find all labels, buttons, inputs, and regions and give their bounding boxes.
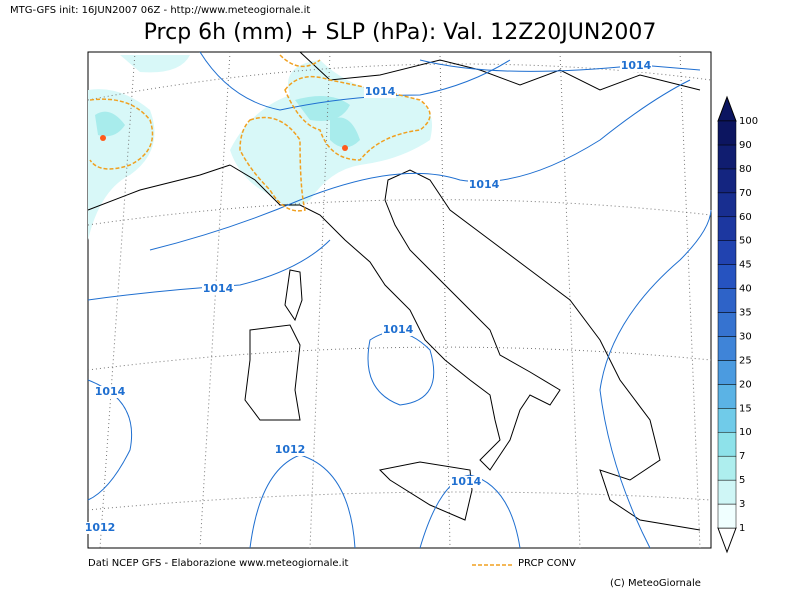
colorbar-label: 7 [739, 451, 745, 462]
colorbar-segment [717, 120, 737, 146]
isobar-labels: 1014 1014 1014 1014 1014 1014 1012 1014 1012 [84, 59, 652, 534]
colorbar-segment [717, 216, 737, 241]
isobar-label-bg [274, 444, 306, 456]
colorbar-segment [717, 192, 737, 218]
colorbar-label: 40 [739, 284, 752, 295]
copyright: (C) MeteoGiornale [610, 578, 701, 589]
colorbar-label: 25 [739, 355, 752, 366]
colorbar-segment [717, 455, 737, 481]
isobar-label: 1014 [203, 282, 234, 295]
colorbar-label: 45 [739, 260, 752, 271]
colorbar-segment [717, 431, 737, 457]
colorbar-segment [717, 336, 737, 361]
isobar-label-bg [84, 522, 116, 534]
isobar-label: 1012 [85, 521, 116, 534]
precip-max [100, 135, 348, 151]
colorbar-segment [717, 288, 737, 313]
colorbar-label: 80 [739, 164, 752, 175]
isobar-label-bg [364, 86, 396, 98]
colorbar-label: 70 [739, 188, 752, 199]
map [87, 51, 712, 549]
colorbar-label: 50 [739, 236, 752, 247]
colorbar-label: 10 [739, 427, 752, 438]
isobar-label: 1014 [451, 475, 482, 488]
colorbar-cap-bottom [717, 527, 737, 554]
colorbar-label: 1 [739, 523, 745, 534]
colorbar-label: 15 [739, 403, 752, 414]
coastline [87, 51, 701, 531]
colorbar-label: 20 [739, 379, 752, 390]
header-info: MTG-GFS init: 16JUN2007 06Z - http://www… [10, 5, 310, 16]
colorbar-segment [717, 360, 737, 385]
isobar-label-bg [468, 179, 500, 191]
isobar-label-bg [450, 476, 482, 488]
title: Prcp 6h (mm) + SLP (hPa): Val. 12Z20JUN2… [144, 20, 657, 45]
colorbar-cap-top [717, 95, 737, 122]
graticule [87, 51, 712, 549]
isobar-label-bg [382, 324, 414, 336]
isobar-label: 1014 [383, 323, 414, 336]
colorbar-segment [717, 479, 737, 505]
colorbar-label: 3 [739, 499, 745, 510]
colorbar-segment [717, 144, 737, 170]
footer-source: Dati NCEP GFS - Elaborazione www.meteogi… [88, 558, 348, 569]
colorbar-label: 100 [739, 116, 758, 127]
colorbar-segment [717, 240, 737, 265]
colorbar-label: 5 [739, 475, 745, 486]
colorbar-segment [717, 408, 737, 433]
colorbar-label: 30 [739, 331, 752, 342]
isobar-label: 1014 [95, 385, 126, 398]
colorbar-segment [717, 503, 737, 529]
isobar-label-bg [202, 283, 234, 295]
prcp-conv [89, 54, 431, 212]
isobar-label-bg [94, 386, 126, 398]
isobars [87, 51, 712, 549]
colorbar-segment [717, 168, 737, 194]
colorbar-label: 35 [739, 308, 752, 319]
isobar-label: 1014 [621, 59, 652, 72]
colorbar-segment [717, 384, 737, 409]
isobar-label: 1014 [365, 85, 396, 98]
isobar-label: 1014 [469, 178, 500, 191]
colorbar-segment [717, 312, 737, 337]
isobar-label: 1012 [275, 443, 306, 456]
colorbar-segment [717, 264, 737, 289]
precip-shading-dark [95, 96, 360, 148]
colorbar-label: 60 [739, 212, 752, 223]
isobar-label-bg [620, 60, 652, 72]
legend-label: PRCP CONV [518, 558, 576, 569]
colorbar-label: 90 [739, 140, 752, 151]
